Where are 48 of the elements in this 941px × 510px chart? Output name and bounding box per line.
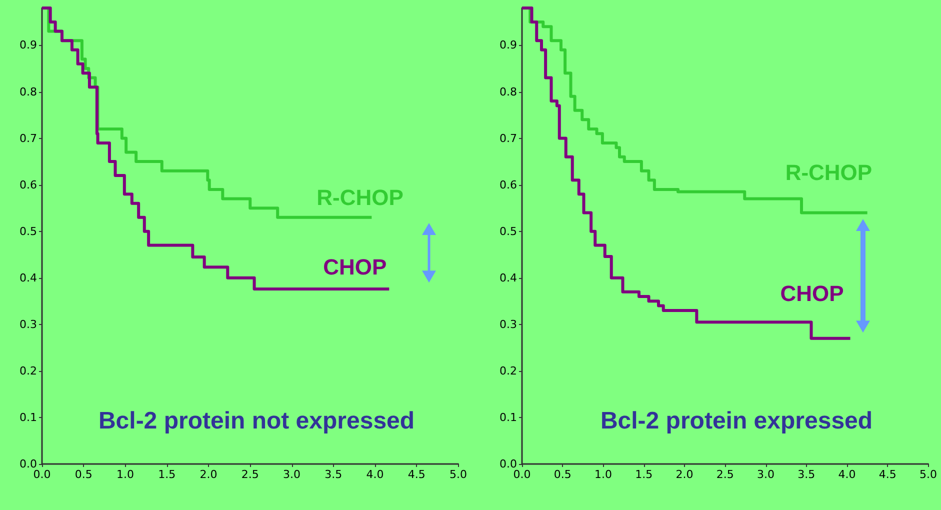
y-tick-label: 0.0 xyxy=(500,458,517,470)
x-tick-label: 3.5 xyxy=(798,468,816,481)
x-tick-label: 5.0 xyxy=(450,468,468,481)
x-tick-label: 2.5 xyxy=(716,468,734,481)
x-tick-label: 4.5 xyxy=(878,468,896,481)
y-tick-label: 0.8 xyxy=(500,85,517,98)
x-tick-label: 1.5 xyxy=(635,468,653,481)
x-tick-label: 0.5 xyxy=(74,468,92,481)
x-tick-label: 1.0 xyxy=(594,468,612,481)
series-label: R-CHOP xyxy=(316,184,404,210)
y-tick-label: 0.8 xyxy=(20,85,37,98)
series-label: CHOP xyxy=(780,280,844,306)
y-tick-label: 0.5 xyxy=(500,224,517,238)
y-tick-label: 0.6 xyxy=(20,178,37,192)
y-tick-label: 0.3 xyxy=(500,318,517,331)
y-tick-label: 0.1 xyxy=(20,410,37,424)
x-tick-label: 1.5 xyxy=(158,468,176,481)
x-tick-label: 4.0 xyxy=(366,468,384,481)
x-tick-label: 3.0 xyxy=(757,468,774,481)
y-tick-label: 0.5 xyxy=(20,224,37,238)
series-label: R-CHOP xyxy=(785,160,872,186)
x-tick-label: 2.5 xyxy=(241,468,259,481)
text: Bcl-2 protein not expressed xyxy=(98,408,415,434)
y-tick-label: 0.6 xyxy=(500,178,517,192)
x-tick-label: 3.5 xyxy=(324,468,342,481)
x-tick-label: 2.0 xyxy=(200,468,218,481)
y-tick-label: 0.3 xyxy=(20,318,37,331)
x-tick-label: 1.0 xyxy=(116,468,134,481)
x-tick-label: 0.0 xyxy=(513,468,531,481)
series-label: CHOP xyxy=(323,254,387,280)
y-tick-label: 0.9 xyxy=(500,38,517,52)
text: Bcl-2 protein expressed xyxy=(600,408,873,434)
y-tick-label: 0.0 xyxy=(20,458,37,470)
x-tick-label: 4.5 xyxy=(408,468,426,481)
y-tick-label: 0.2 xyxy=(500,364,517,378)
y-tick-label: 0.1 xyxy=(500,410,517,424)
x-tick-label: 3.0 xyxy=(283,468,300,481)
y-tick-label: 0.7 xyxy=(20,132,37,145)
x-tick-label: 2.0 xyxy=(676,468,694,481)
y-tick-label: 0.4 xyxy=(500,271,517,284)
y-tick-label: 0.2 xyxy=(20,364,37,378)
x-tick-label: 5.0 xyxy=(920,468,938,481)
y-tick-label: 0.4 xyxy=(20,271,37,284)
x-tick-label: 0.5 xyxy=(554,468,572,481)
y-tick-label: 0.7 xyxy=(500,132,517,145)
x-tick-label: 4.0 xyxy=(838,468,856,481)
x-tick-label: 0.0 xyxy=(33,468,51,481)
y-tick-label: 0.9 xyxy=(20,38,37,52)
